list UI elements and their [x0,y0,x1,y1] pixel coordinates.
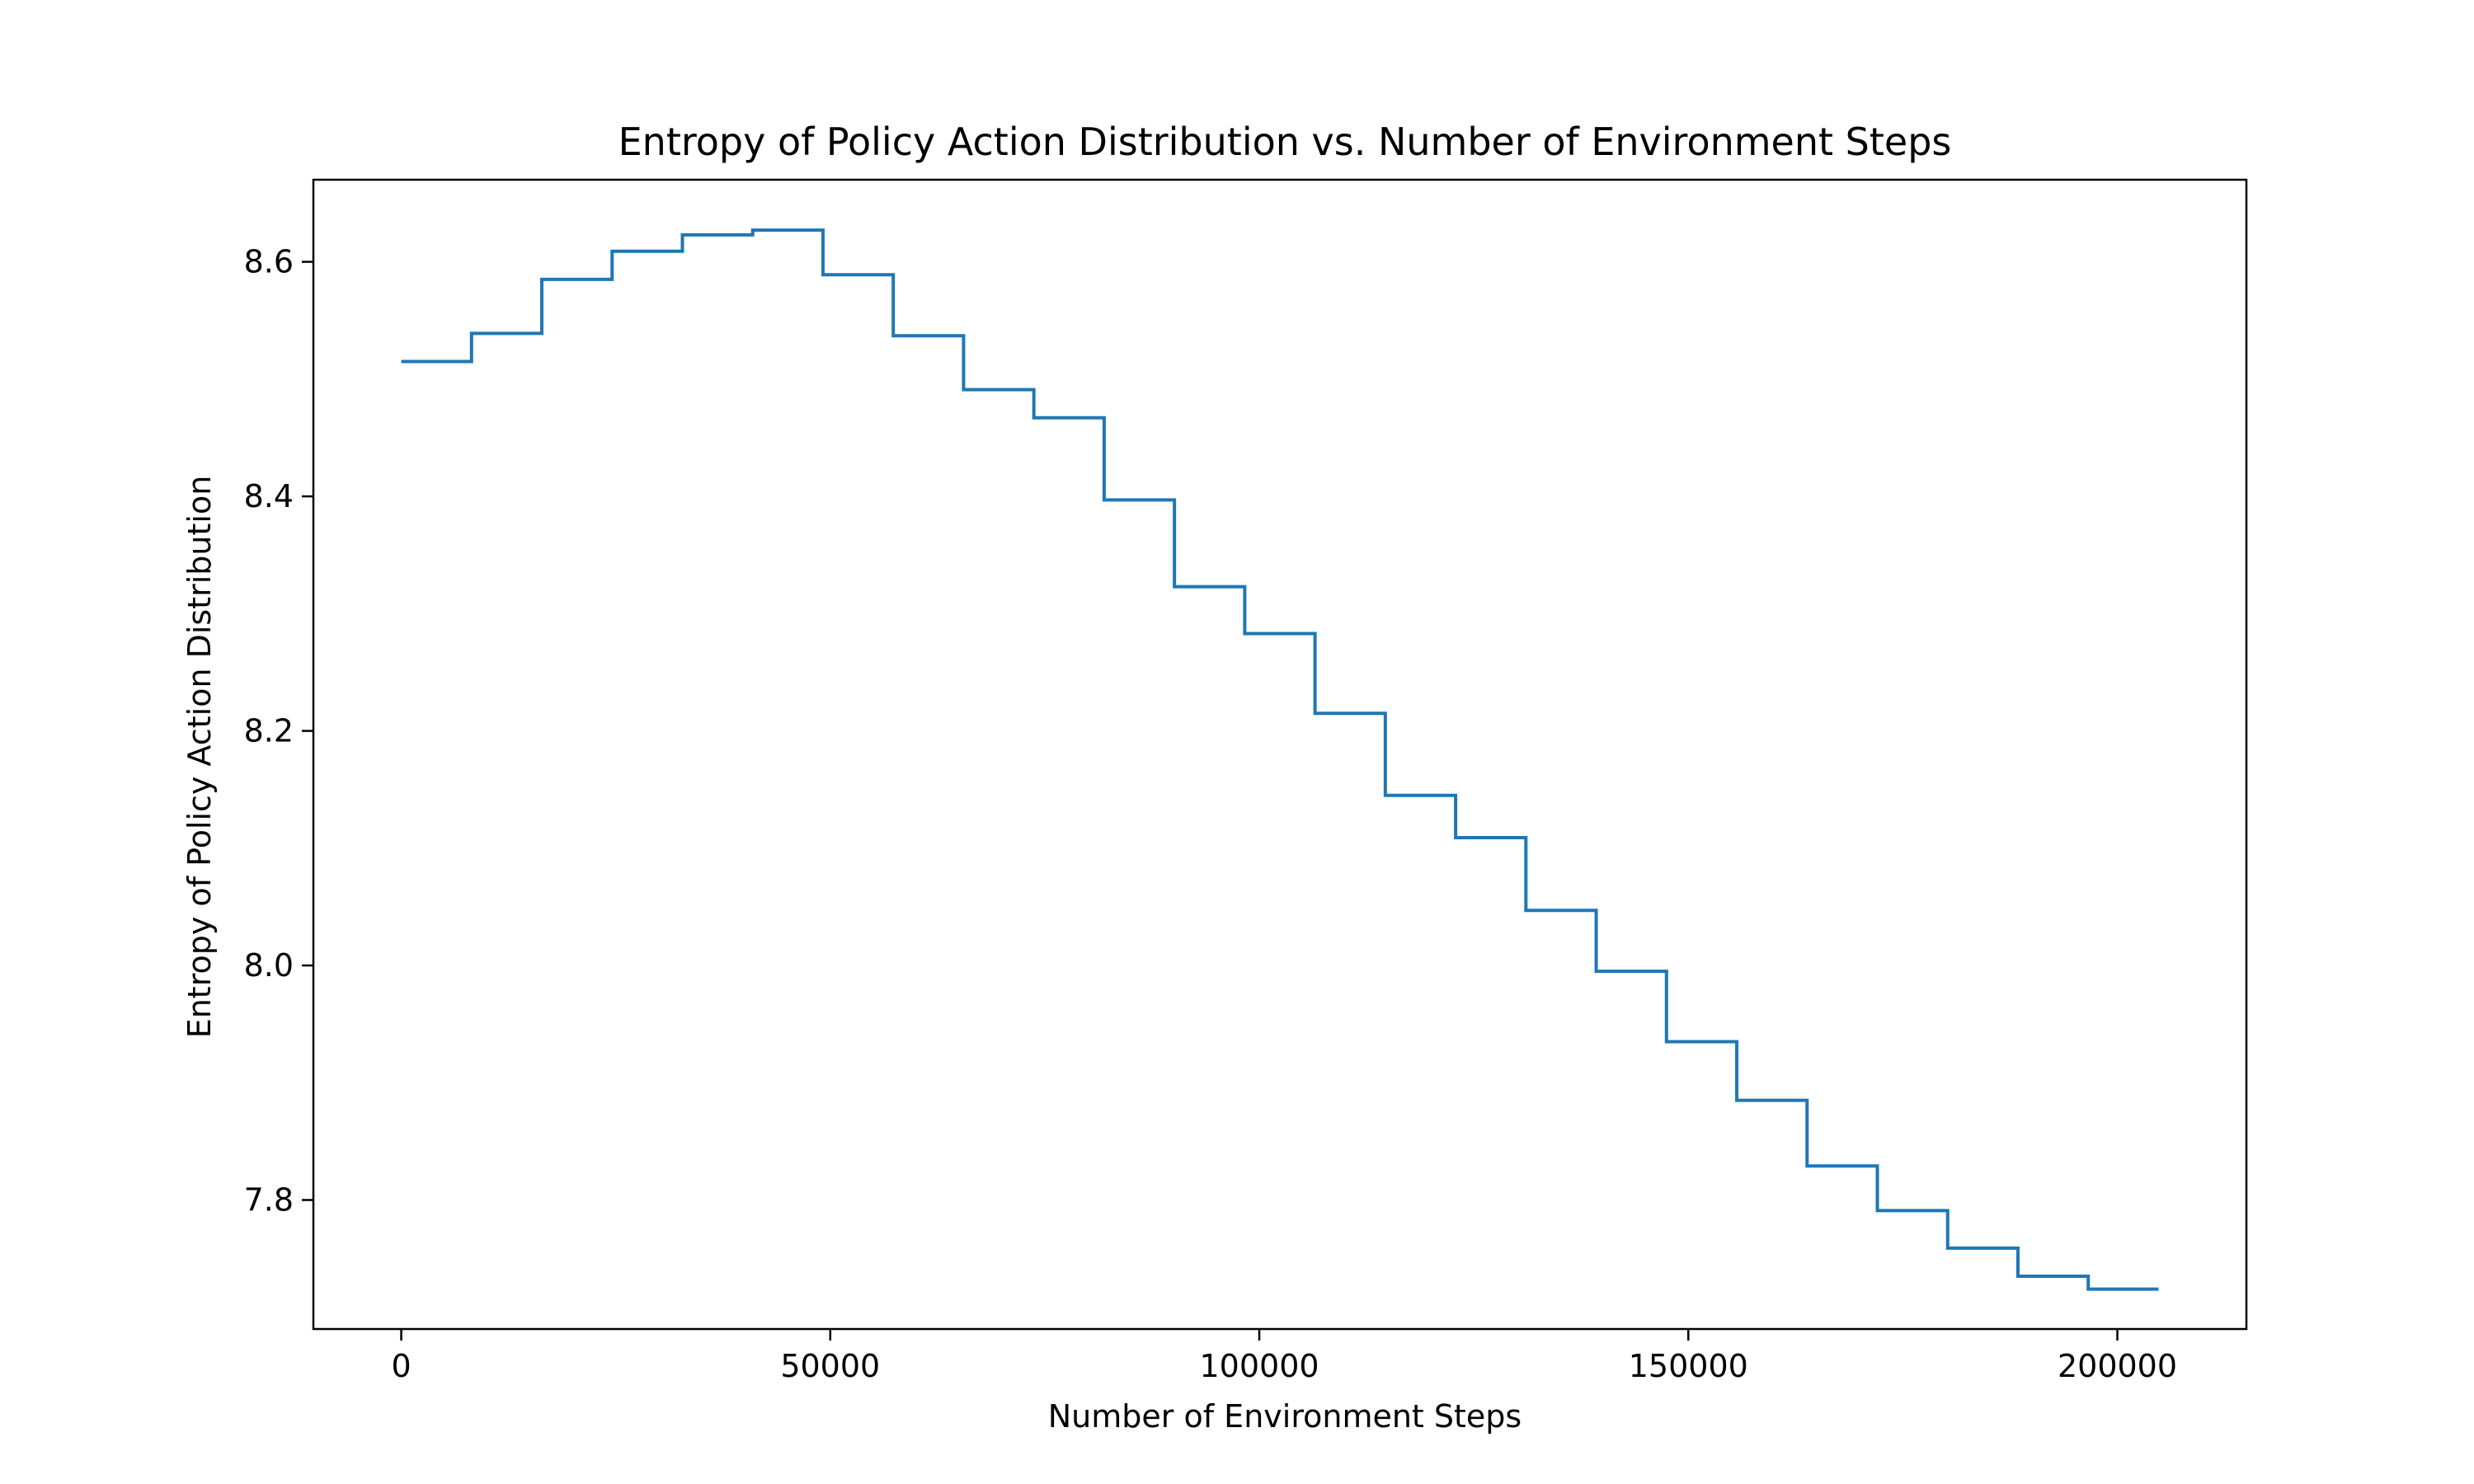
x-tick-label: 200000 [2058,1348,2177,1384]
x-axis-label: Number of Environment Steps [1048,1398,1522,1435]
plot-area [313,180,2246,1329]
x-tick-label: 50000 [780,1348,880,1384]
x-tick-label: 100000 [1199,1348,1319,1384]
y-axis-label: Entropy of Policy Action Distribution [181,476,218,1039]
y-tick-label: 8.4 [244,478,294,514]
plot-background [313,180,2246,1329]
y-tick-label: 8.0 [244,947,294,984]
y-tick-label: 8.6 [244,244,294,280]
y-axis-ticks: 7.8 8.0 8.2 8.4 8.6 [244,244,313,1219]
axes-frame [312,178,2248,1331]
axes-border [312,178,2248,1331]
y-tick-label: 7.8 [244,1182,294,1219]
y-tick-label: 8.2 [244,713,294,749]
chart-title: Entropy of Policy Action Distribution vs… [618,120,1952,164]
series-line-0 [401,228,2159,1291]
x-tick-label: 150000 [1629,1348,1748,1384]
x-tick-label: 0 [391,1348,411,1384]
x-axis-ticks: 0 50000 100000 150000 200000 [391,1329,2177,1384]
series-layer [401,228,2159,1291]
